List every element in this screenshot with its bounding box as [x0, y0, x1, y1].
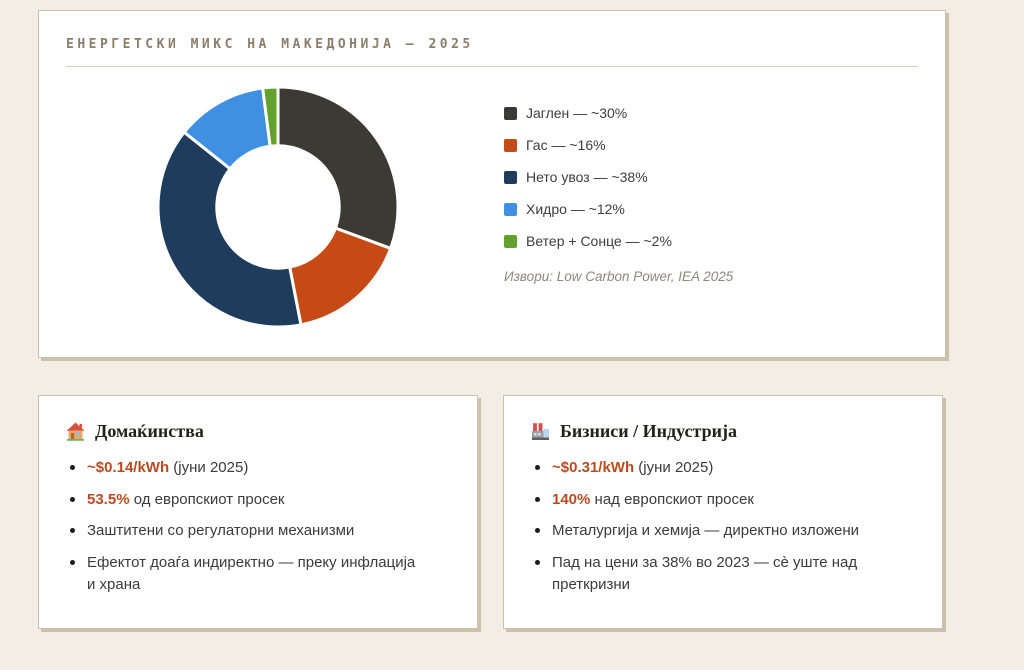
legend-swatch — [504, 202, 517, 216]
legend-label: Хидро — ~12% — [526, 201, 625, 217]
factory-icon — [530, 421, 551, 442]
legend-label: Гас — ~16% — [526, 137, 606, 153]
legend-item-Хидро[interactable]: Хидро — ~12% — [504, 201, 733, 217]
bullet-item: 140% над европскиот просек — [530, 489, 916, 512]
industry-header: Бизниси / Индустрија — [530, 421, 916, 442]
bullet-item: Ефектот доаѓа индиректно — преку инфлаци… — [65, 552, 451, 597]
households-header: Домаќинства — [65, 421, 451, 442]
chart-row: Јаглен — ~30% Гас — ~16% Нето увоз — ~38% Х… — [66, 83, 918, 331]
legend-swatch — [504, 170, 517, 184]
bullet-item: Пад на цени за 38% во 2023 — сè уште над… — [530, 552, 916, 597]
page: ЕНЕРГЕТСКИ МИКС НА МАКЕДОНИЈА — 2025 Јаг… — [0, 10, 1024, 629]
legend-swatch — [504, 138, 517, 152]
industry-title: Бизниси / Индустрија — [560, 421, 737, 441]
households-card: Домаќинства ~$0.14/kWh (јуни 2025) 53.5% … — [38, 395, 478, 629]
bullet-item: Металургија и хемија — директно изложени — [530, 520, 916, 543]
legend-list: Јаглен — ~30% Гас — ~16% Нето увоз — ~38% Х… — [504, 105, 733, 249]
legend-item-Ветер + Сонце[interactable]: Ветер + Сонце — ~2% — [504, 233, 733, 249]
bullet-highlight: ~$0.14/kWh — [87, 459, 170, 476]
source-note: Извори: Low Carbon Power, IEA 2025 — [504, 269, 734, 284]
info-cards-row: Домаќинства ~$0.14/kWh (јуни 2025) 53.5% … — [38, 395, 943, 629]
households-bullets: ~$0.14/kWh (јуни 2025) 53.5% од европскио… — [65, 457, 451, 597]
households-title: Домаќинства — [95, 421, 204, 441]
bullet-highlight: 140% — [552, 490, 591, 508]
bullet-item: ~$0.31/kWh (јуни 2025) — [530, 457, 916, 480]
legend-swatch — [504, 234, 517, 248]
bullet-item: ~$0.14/kWh (јуни 2025) — [65, 457, 451, 480]
legend-label: Нето увоз — ~38% — [526, 169, 648, 185]
house-icon — [65, 421, 86, 442]
bullet-item: Заштитени со регулаторни механизми — [65, 520, 451, 543]
donut-segment-Ветер + Сонце[interactable] — [261, 85, 280, 148]
legend-item-Гас[interactable]: Гас — ~16% — [504, 137, 733, 153]
legend-label: Ветер + Сонце — ~2% — [526, 233, 672, 249]
title-divider — [66, 66, 918, 67]
industry-card: Бизниси / Индустрија ~$0.31/kWh (јуни 20… — [503, 395, 943, 629]
industry-bullets: ~$0.31/kWh (јуни 2025) 140% над европскио… — [530, 457, 916, 597]
donut-segment-Гас[interactable] — [288, 226, 393, 327]
chart-legend: Јаглен — ~30% Гас — ~16% Нето увоз — ~38% Х… — [504, 83, 733, 331]
page-title: ЕНЕРГЕТСКИ МИКС НА МАКЕДОНИЈА — 2025 — [66, 37, 474, 52]
legend-swatch — [504, 106, 517, 120]
donut-segment-Нето увоз[interactable] — [156, 130, 303, 329]
legend-label: Јаглен — ~30% — [526, 105, 628, 121]
bullet-item: 53.5% од европскиот просек — [65, 489, 451, 512]
donut-chart[interactable] — [66, 83, 490, 331]
donut-segment-Јаглен[interactable] — [276, 85, 400, 250]
donut-chart-svg[interactable] — [154, 83, 402, 331]
bullet-highlight: 53.5% — [87, 490, 130, 508]
legend-item-Јаглен[interactable]: Јаглен — ~30% — [504, 105, 733, 121]
energy-mix-card: ЕНЕРГЕТСКИ МИКС НА МАКЕДОНИЈА — 2025 Јаг… — [38, 10, 946, 358]
legend-item-Нето увоз[interactable]: Нето увоз — ~38% — [504, 169, 733, 185]
bullet-highlight: ~$0.31/kWh — [552, 459, 635, 476]
